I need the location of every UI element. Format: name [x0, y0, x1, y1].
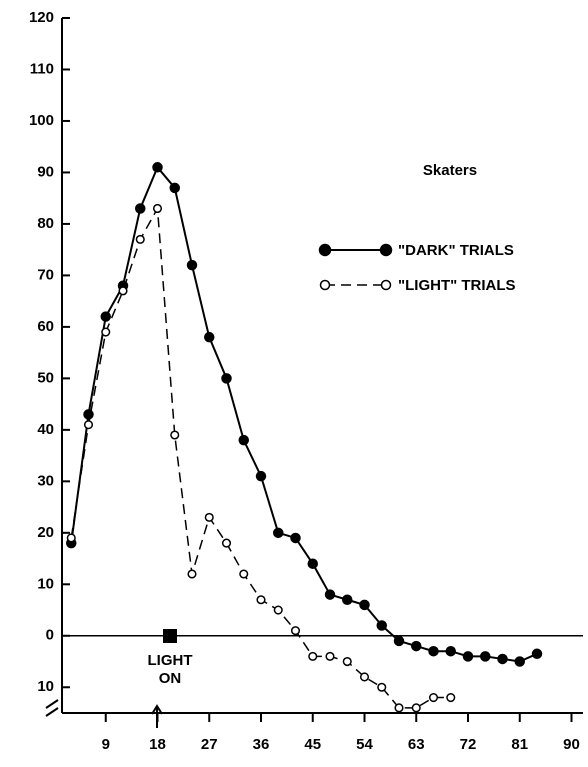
series-line: [70, 205, 451, 709]
data-point: [324, 589, 336, 600]
light-on-label: ON: [159, 670, 182, 687]
data-point: [100, 311, 111, 322]
data-point: [445, 645, 456, 657]
data-point: [393, 635, 405, 647]
data-point: [135, 234, 145, 244]
y-tick-label: 10: [37, 575, 54, 592]
y-tick-label: 80: [37, 215, 54, 232]
data-point: [186, 259, 198, 271]
data-point: [221, 538, 232, 548]
data-point: [83, 420, 94, 430]
series-line: [70, 165, 538, 663]
data-point: [411, 703, 421, 713]
y-tick-label: 0: [46, 627, 54, 644]
data-point: [290, 532, 301, 544]
data-point: [480, 651, 491, 662]
y-tick-label: 70: [37, 266, 54, 283]
data-point: [376, 620, 387, 631]
data-point: [256, 595, 266, 605]
x-tick-label: 90: [563, 736, 580, 753]
data-point: [514, 656, 525, 667]
data-point: [83, 409, 94, 420]
data-point: [238, 434, 249, 446]
x-tick-label: 9: [102, 736, 110, 753]
x-tick-label: 18: [149, 736, 166, 753]
y-tick-label: 50: [37, 369, 54, 386]
x-tick-label: 45: [304, 736, 321, 753]
annotation: Skaters: [423, 162, 477, 179]
data-point: [239, 569, 249, 579]
y-tick-label: 20: [37, 524, 54, 541]
data-point: [411, 640, 422, 652]
y-tick-label: 110: [30, 60, 54, 77]
data-point: [101, 327, 111, 337]
data-point: [118, 286, 128, 296]
legend-marker: [379, 243, 393, 257]
x-tick-label: 36: [253, 736, 270, 753]
data-point: [394, 703, 404, 713]
data-point: [152, 162, 163, 173]
y-tick-label: 120: [29, 9, 54, 26]
data-point: [204, 512, 214, 522]
legend-marker: [319, 279, 331, 291]
light-on-label: LIGHT: [148, 652, 193, 669]
data-point: [531, 648, 543, 660]
data-point: [221, 373, 232, 384]
axis-break: [45, 699, 59, 717]
data-point: [273, 527, 284, 539]
data-point: [204, 331, 215, 343]
legend-label: "DARK" TRIALS: [398, 242, 514, 259]
data-point: [135, 203, 146, 214]
data-point: [66, 533, 76, 543]
x-tick-label: 81: [511, 736, 528, 753]
legend-label: "LIGHT" TRIALS: [398, 277, 516, 294]
x-tick-label: 72: [460, 736, 477, 753]
data-point: [359, 599, 370, 611]
data-point: [342, 656, 352, 667]
data-point: [152, 203, 163, 214]
data-point: [308, 651, 318, 661]
y-tick-label: 90: [37, 163, 54, 180]
data-point: [497, 653, 508, 665]
legend-marker: [380, 279, 392, 291]
y-tick-label: 30: [37, 472, 54, 489]
data-point: [307, 558, 318, 569]
data-point: [359, 672, 370, 682]
data-point: [169, 182, 180, 194]
data-point: [255, 470, 267, 482]
data-point: [187, 569, 197, 579]
data-point: [446, 693, 456, 703]
x-tick-label: 63: [408, 736, 425, 753]
data-point: [342, 594, 353, 605]
data-point: [290, 626, 301, 636]
x-tick-label: 54: [356, 736, 373, 753]
y-tick-label: 40: [37, 421, 54, 438]
y-tick-label: 100: [29, 112, 54, 129]
data-point: [462, 651, 474, 662]
data-point: [428, 693, 439, 703]
data-point: [170, 430, 180, 440]
x-tick-label: 27: [201, 736, 218, 753]
data-point: [273, 605, 283, 615]
legend-marker: [318, 243, 332, 257]
y-tick-label: 60: [37, 318, 54, 335]
y-tick-label: 10: [37, 678, 54, 695]
data-point: [325, 651, 335, 661]
data-point: [377, 682, 387, 692]
data-point: [428, 645, 439, 657]
